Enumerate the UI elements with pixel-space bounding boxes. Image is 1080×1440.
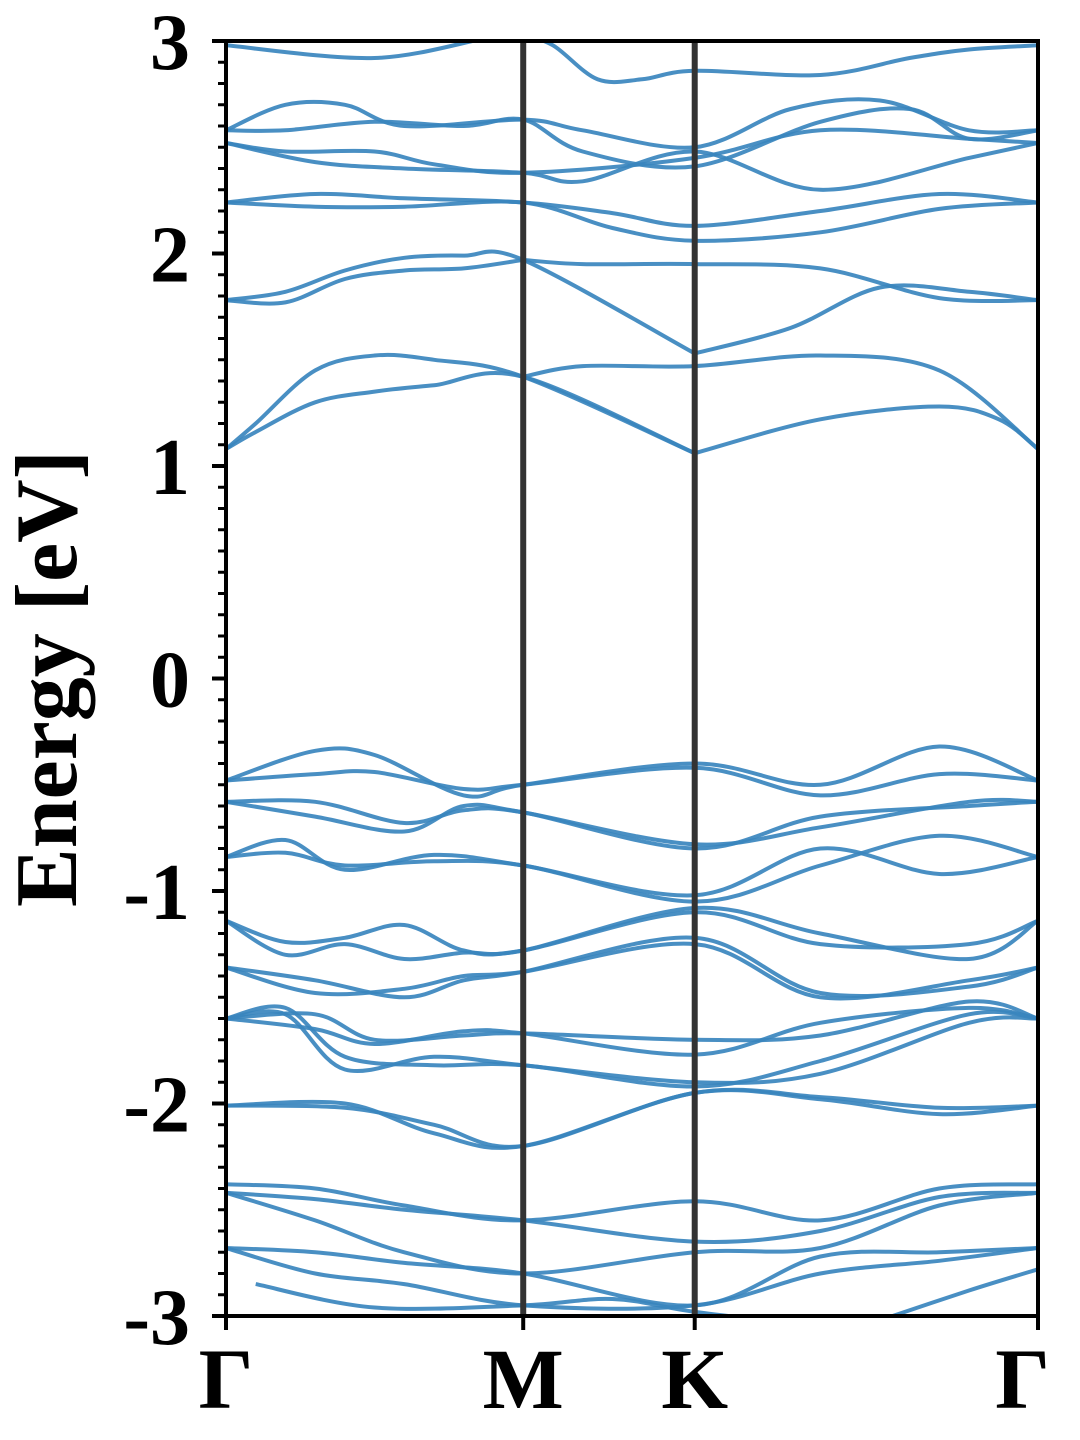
x-tick-label-2: M — [483, 1331, 564, 1427]
band-line-21 — [226, 833, 1038, 904]
band-line-7 — [523, 257, 1038, 304]
band-line-17 — [226, 765, 1038, 798]
band-line-6 — [226, 257, 524, 306]
band-line-4 — [694, 404, 1038, 456]
y-tick-label: 0 — [150, 637, 190, 725]
band-line-29 — [226, 1009, 1038, 1085]
band-line-11 — [226, 127, 1038, 175]
band-line-24 — [226, 935, 1038, 1000]
band-line-20 — [226, 837, 1038, 898]
band-line-32 — [226, 1182, 1038, 1223]
y-tick-label: -3 — [123, 1274, 190, 1362]
band-line-2 — [226, 352, 696, 456]
band-line-34 — [226, 1190, 1038, 1276]
band-line-13 — [226, 97, 1038, 150]
band-line-38 — [886, 1267, 1038, 1316]
band-line-27 — [226, 1005, 1038, 1057]
band-line-9 — [226, 191, 1038, 228]
band-lines — [226, 41, 1038, 1316]
band-line-31 — [226, 1087, 1038, 1150]
band-line-19 — [226, 798, 1038, 851]
y-tick-label: 3 — [150, 0, 190, 87]
band-line-12 — [226, 141, 1038, 192]
y-tick-label: 1 — [150, 424, 190, 512]
x-tick-label-4: Γ — [995, 1331, 1050, 1427]
band-line-23 — [226, 905, 1038, 962]
y-tick-label: 2 — [150, 212, 190, 300]
band-line-28 — [226, 1004, 1038, 1089]
y-tick-label: -1 — [123, 849, 190, 937]
band-line-36 — [226, 1246, 1038, 1311]
band-line-37 — [255, 1282, 746, 1316]
kpoint-dividers — [520, 41, 698, 1316]
band-line-14 — [226, 106, 1038, 170]
band-line-33 — [226, 1190, 1038, 1244]
band-line-35 — [226, 1246, 1038, 1308]
y-axis-ticks: 3 2 1 0 -1 -2 -3 — [123, 0, 226, 1362]
y-axis-label: Energy [eV] — [0, 450, 96, 907]
band-line-30 — [226, 1088, 1038, 1149]
band-line-8 — [694, 283, 1038, 356]
band-line-5 — [226, 249, 696, 356]
band-line-25 — [226, 941, 1038, 1001]
x-tick-label-3: K — [661, 1331, 728, 1427]
band-line-3 — [522, 353, 1038, 451]
band-line-15 — [226, 41, 1038, 85]
y-tick-label: -2 — [123, 1062, 190, 1150]
band-line-10 — [226, 199, 1038, 243]
x-tick-label-1: Γ — [199, 1331, 254, 1427]
band-line-26 — [226, 999, 1038, 1043]
